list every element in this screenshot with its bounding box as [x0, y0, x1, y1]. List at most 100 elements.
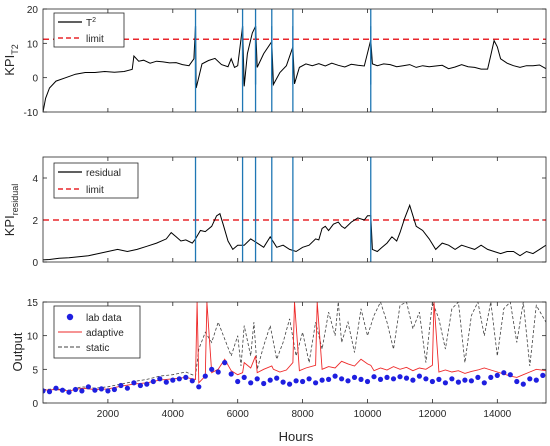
output-lab-point — [442, 380, 448, 386]
output-legend-lab-swatch — [66, 313, 74, 321]
output-lab-point — [540, 372, 546, 378]
output-lab-point — [390, 376, 397, 382]
output-lab-point — [209, 366, 215, 372]
output-lab-point — [429, 378, 435, 385]
t2-series-line — [43, 25, 546, 112]
output-lab-point — [157, 376, 163, 382]
output-legend-adaptive: adaptive — [86, 328, 124, 339]
output-lab-point — [449, 376, 455, 382]
output-lab-point — [319, 377, 325, 383]
output-lab-point — [494, 372, 500, 378]
residual-series-line — [43, 203, 546, 261]
output-lab-point — [468, 378, 474, 384]
output-lab-point — [520, 381, 526, 387]
output-lab-point — [358, 376, 364, 382]
output-xtick-label: 2000 — [97, 409, 120, 420]
output-lab-point — [248, 380, 254, 386]
t2-ytick-label: 10 — [27, 39, 39, 50]
output-lab-point — [345, 378, 351, 384]
residual-data-layer — [43, 157, 546, 262]
output-lab-point — [462, 377, 468, 383]
t2-data-layer — [43, 9, 546, 112]
output-lab-point — [254, 376, 260, 382]
output-lab-point — [397, 374, 403, 380]
output-lab-point — [215, 369, 221, 375]
output-lab-point — [306, 376, 312, 382]
t2-background — [43, 9, 546, 112]
output-lab-point — [384, 374, 390, 380]
output-lab-point — [118, 382, 124, 389]
output-lab-point — [131, 380, 137, 386]
output-lab-point — [124, 385, 130, 391]
output-lab-point — [228, 371, 234, 377]
residual-legend-limit: limit — [86, 185, 104, 196]
t2-ylabel-main: KPI — [2, 55, 17, 76]
residual-legend-box — [53, 162, 139, 199]
output-lab-point — [202, 373, 208, 379]
output-lab-point — [222, 360, 228, 366]
residual-axes-frame — [42, 156, 547, 263]
output-lab-point — [274, 375, 280, 381]
output-lab-point — [339, 376, 345, 382]
output-lab-point — [111, 386, 117, 393]
output-lab-point — [267, 377, 273, 383]
output-xtick-label: 10000 — [354, 409, 382, 420]
output-lab-point — [92, 387, 98, 393]
output-lab-point — [170, 377, 176, 383]
output-lab-point — [59, 387, 66, 393]
output-data-layer — [43, 302, 546, 395]
output-lab-point — [196, 384, 202, 390]
output-ytick-label: 15 — [27, 298, 39, 309]
output-lab-point — [488, 374, 494, 380]
output-adaptive-line — [43, 302, 546, 392]
t2-ylabel: KPIT2 — [2, 44, 20, 75]
output-lab-point — [507, 372, 513, 378]
output-lab-point — [326, 376, 332, 382]
output-static-line — [43, 302, 546, 391]
t2-axes-frame — [42, 8, 547, 113]
output-lab-point — [351, 374, 358, 380]
output-lab-point — [98, 386, 104, 392]
output-xlabel: Hours — [279, 429, 314, 444]
t2-ytick-label: 20 — [27, 5, 39, 16]
residual-ylabel: KPIresidual — [2, 184, 20, 237]
output-lab-point — [105, 388, 111, 394]
panel-residual: 024 KPIresidual residual limit — [2, 156, 547, 269]
output-lab-point — [183, 374, 189, 380]
t2-legend-limit: limit — [86, 34, 104, 45]
output-lab-point — [189, 378, 195, 384]
t2-plot-area: -10 0 10 20 — [24, 5, 547, 119]
output-lab-point — [261, 380, 267, 387]
residual-ytick-label: 2 — [32, 216, 38, 227]
output-xtick-label: 14000 — [483, 409, 511, 420]
residual-legend-residual: residual — [86, 168, 121, 179]
output-lab-point — [66, 389, 72, 395]
output-lab-point — [241, 374, 247, 380]
output-ylabel: Output — [10, 332, 25, 371]
output-lab-point — [455, 379, 461, 385]
residual-ylabel-main: KPI — [2, 215, 17, 236]
output-lab-point — [280, 379, 286, 385]
output-lab-point — [46, 389, 53, 395]
panel-output: 0 5 10 15 2000 4000 6000 8000 10000 12000 14000 Ou… — [10, 298, 547, 444]
output-lab-point — [527, 376, 533, 382]
output-lab-point — [293, 378, 299, 384]
output-lab-point — [43, 388, 46, 394]
output-lab-point — [300, 378, 306, 385]
output-lab-point — [332, 373, 338, 379]
output-lab-point — [377, 376, 384, 382]
output-lab-point — [533, 377, 539, 383]
residual-ylabel-sub: residual — [10, 184, 20, 216]
output-lab-point — [235, 378, 241, 385]
residual-ytick-label: 0 — [32, 258, 38, 269]
output-lab-point — [79, 388, 85, 394]
output-lab-point — [481, 380, 487, 386]
output-ytick-label: 10 — [27, 332, 39, 343]
output-lab-point — [501, 370, 507, 376]
output-lab-point — [144, 381, 150, 387]
output-ytick-label: 5 — [32, 365, 38, 376]
output-lab-point — [53, 385, 59, 391]
output-lab-point — [163, 379, 169, 385]
output-lab-point — [176, 376, 182, 382]
